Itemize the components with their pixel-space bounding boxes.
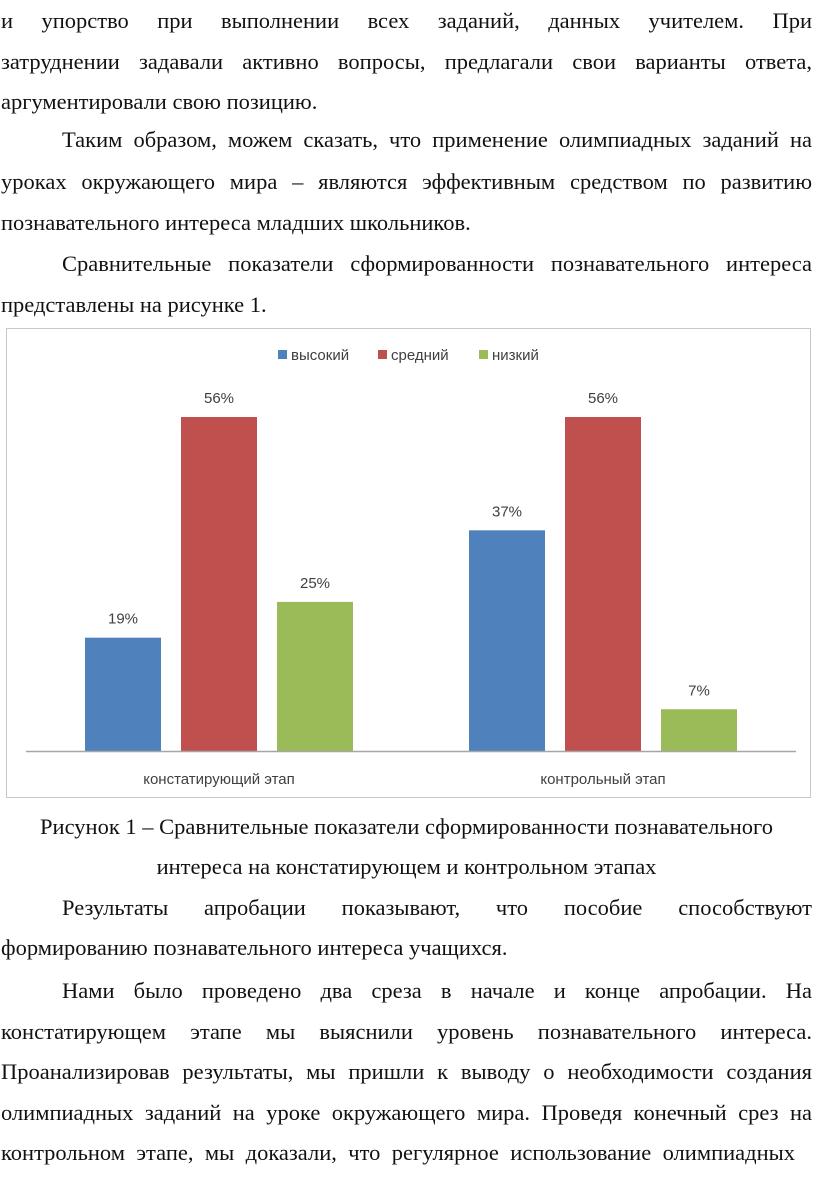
- paragraph-5-line-3: Проанализировав результаты, мы пришли к …: [1, 1059, 812, 1084]
- legend-label: высокий: [291, 347, 349, 364]
- paragraph-4-line-2: формированию познавательного интереса уч…: [1, 935, 508, 960]
- data-label: 7%: [688, 682, 710, 699]
- paragraph-5-line-1: Нами было проведено два среза в начале и…: [62, 978, 812, 1003]
- bar-низкий-0: [277, 601, 353, 751]
- paragraph-4-line-1: Результаты апробации показывают, что пос…: [62, 895, 812, 920]
- data-label: 25%: [300, 575, 330, 592]
- bar-высокий-0: [85, 637, 161, 751]
- paragraph-1-line-2: затруднении задавали активно вопросы, пр…: [1, 49, 812, 74]
- bar-низкий-1: [661, 709, 737, 751]
- bar-средний-0: [181, 417, 257, 751]
- legend-swatch-средний: [378, 350, 387, 359]
- bar-высокий-1: [469, 530, 545, 751]
- data-label: 56%: [204, 390, 234, 407]
- category-label: констатирующий этап: [143, 771, 295, 788]
- paragraph-5-line-5: контрольном этапе, мы доказали, что регу…: [1, 1140, 795, 1165]
- legend-swatch-высокий: [278, 350, 287, 359]
- paragraph-3-line-1: Сравнительные показатели сформированност…: [62, 251, 812, 276]
- figure-caption-line-2: интереса на констатирующем и контрольном…: [156, 854, 657, 879]
- paragraph-2-line-3: познавательного интереса младших школьни…: [1, 210, 471, 235]
- legend-swatch-низкий: [479, 350, 488, 359]
- paragraph-2-line-1: Таким образом, можем сказать, что примен…: [62, 127, 812, 152]
- figure-caption-line-1: Рисунок 1 – Сравнительные показатели сфо…: [40, 814, 773, 839]
- legend-label: средний: [391, 347, 449, 364]
- paragraph-1-line-3: аргументировали свою позицию.: [1, 89, 318, 114]
- bar-chart: 19% 56% 25% констатирующий этап 37% 56% 7% конт…: [6, 328, 811, 798]
- data-label: 19%: [108, 611, 138, 628]
- paragraph-3-line-2: представлены на рисунке 1.: [1, 292, 267, 317]
- data-label: 56%: [588, 390, 618, 407]
- paragraph-1-line-1: и упорство при выполнении всех заданий, …: [1, 8, 812, 33]
- paragraph-5-line-4: олимпиадных заданий на уроке окружающего…: [1, 1100, 812, 1125]
- bar-средний-1: [565, 417, 641, 751]
- data-label: 37%: [492, 503, 522, 520]
- paragraph-5-line-2: констатирующем этапе мы выяснили уровень…: [1, 1019, 812, 1044]
- legend-label: низкий: [492, 347, 539, 364]
- category-label: контрольный этап: [540, 771, 665, 788]
- paragraph-2-line-2: уроках окружающего мира – являются эффек…: [1, 169, 812, 194]
